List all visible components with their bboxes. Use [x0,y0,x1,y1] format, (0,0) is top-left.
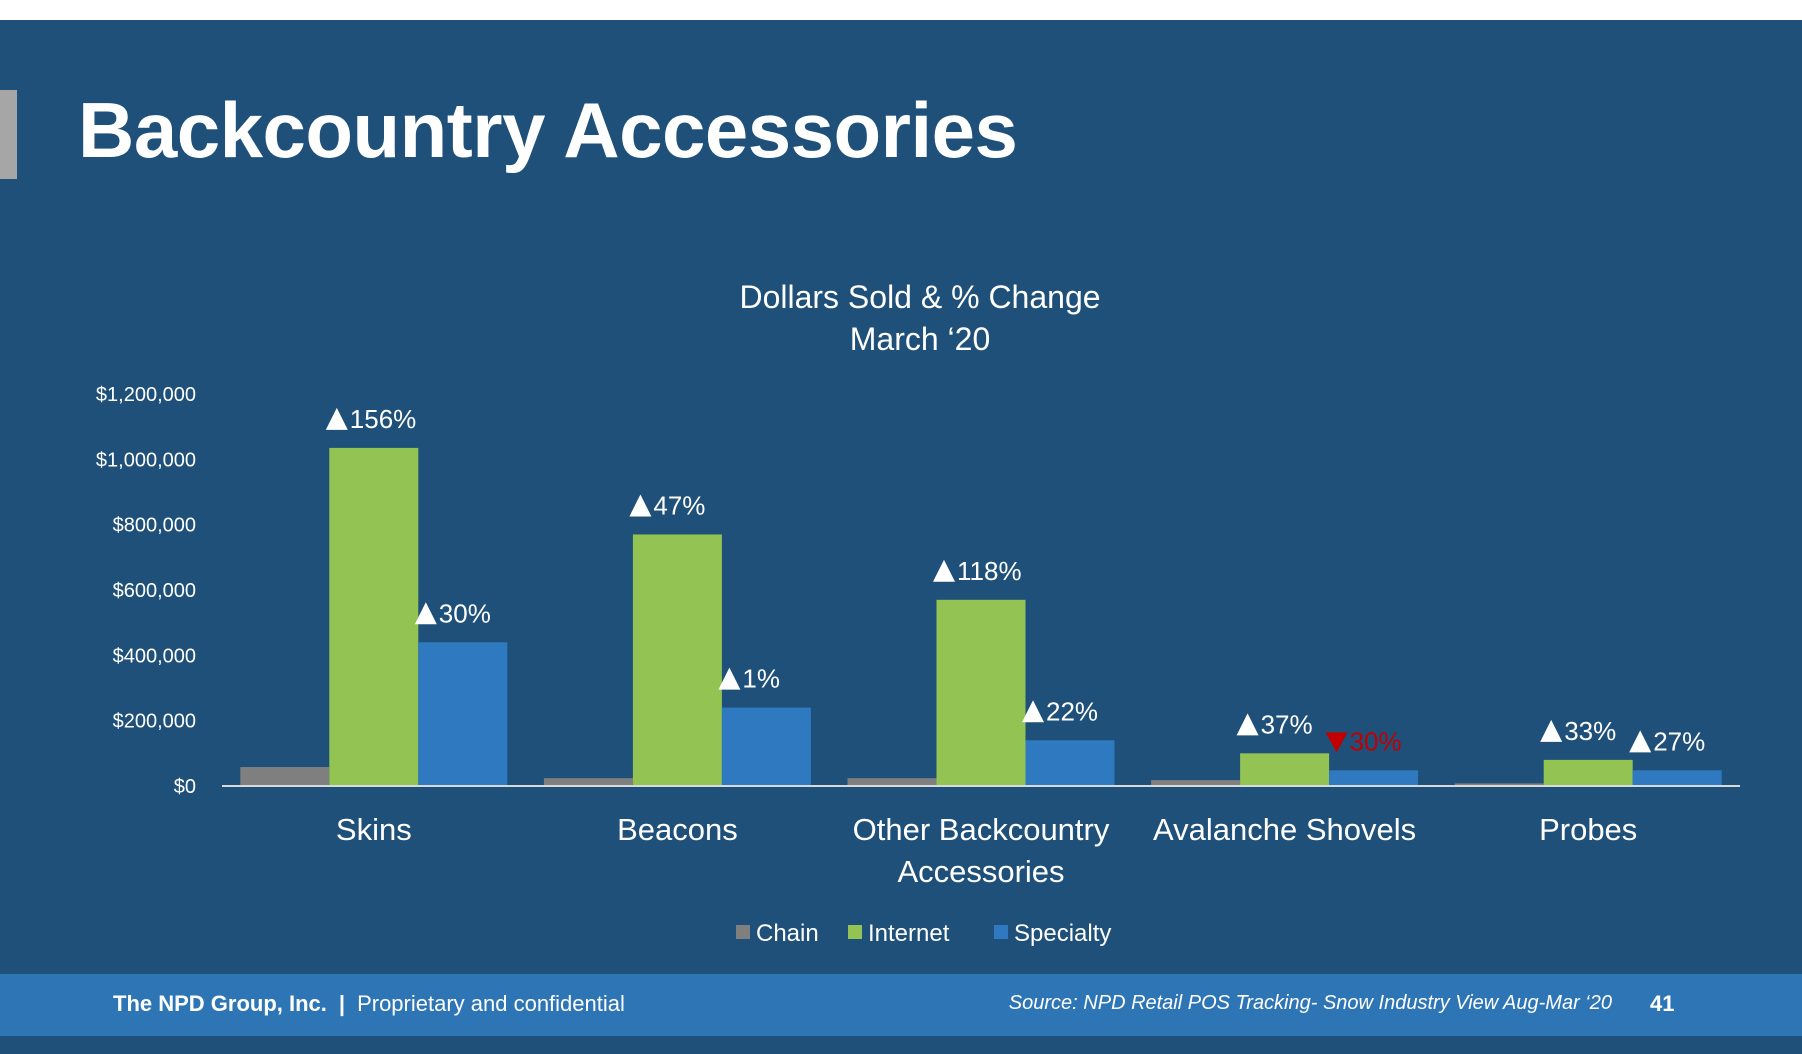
chart-title: Dollars Sold & % Change March ‘20 [739,279,1100,357]
bar-specialty [721,707,811,786]
pct-change-label: 33% [1540,716,1616,746]
legend-item-internet: Internet [848,920,950,947]
bar-internet [1240,753,1330,786]
x-category-label: Other Backcountry [853,812,1110,847]
pct-change-label: 156% [325,404,417,434]
bar-internet [329,447,419,786]
chart-subtitle-text: March ‘20 [850,321,991,357]
bar-internet [936,599,1026,786]
pct-change-value: 30% [439,598,491,628]
pct-change-label: 47% [629,490,705,520]
footer-page-number: 41 [1650,991,1675,1016]
bar-chart: Dollars Sold & % Change March ‘20 $0 $200… [96,279,1740,947]
x-category-label: Probes [1539,812,1637,847]
y-tick-label: $1,200,000 [96,384,196,406]
pct-change-label: 37% [1236,709,1313,739]
legend-swatch [736,925,750,939]
increase-triangle-icon [1540,719,1563,742]
y-tick-label: $1,000,000 [96,449,196,471]
increase-triangle-icon [718,667,741,690]
increase-triangle-icon [1629,730,1652,753]
increase-triangle-icon [325,407,348,430]
y-tick-label: $200,000 [113,711,196,733]
bar-internet [632,534,722,786]
pct-change-value: 27% [1653,726,1705,756]
pct-change-label: 27% [1629,726,1705,756]
bar-chain [240,767,330,786]
pct-change-value: 156% [350,404,417,434]
y-tick-label: $600,000 [113,580,196,602]
y-tick-label: $400,000 [113,645,196,667]
pct-change-value: 30% [1350,726,1402,756]
footer-company-block: The NPD Group, Inc. | Proprietary and conf… [113,991,625,1017]
x-category-label: Avalanche Shovels [1153,812,1416,847]
bar-chain [1454,783,1544,786]
bar-specialty [1632,770,1722,786]
pct-change-value: 33% [1564,716,1616,746]
decrease-triangle-icon [1325,732,1348,753]
legend-item-chain: Chain [736,920,819,947]
pct-change-label: 30% [1325,726,1402,756]
y-tick-label: $800,000 [113,515,196,537]
increase-triangle-icon [629,494,652,517]
pct-change-label: 30% [414,598,491,628]
x-axis: Skins Beacons Other Backcountry Accessories… [336,812,1637,889]
footer-separator: | [338,991,346,1016]
x-category-label: Accessories [897,854,1064,889]
legend-swatch [848,925,862,939]
title-accent-bar [0,90,17,179]
legend: Chain Internet Specialty [736,920,1111,947]
pct-change-value: 37% [1261,709,1313,739]
footer-source: Source: NPD Retail POS Tracking- Snow In… [1008,992,1612,1014]
pct-change-value: 118% [957,556,1022,586]
increase-triangle-icon [933,559,955,582]
pct-change-value: 22% [1046,696,1098,726]
footer-company: The NPD Group, Inc. [113,991,327,1016]
y-tick-label: $0 [174,776,196,798]
pct-change-label: 22% [1022,696,1098,726]
increase-triangle-icon [414,602,437,625]
bar-chain [1151,780,1241,786]
bar-chain [543,778,633,786]
x-category-label: Skins [336,812,412,847]
bar-specialty [1329,770,1419,786]
footer-confidential: Proprietary and confidential [357,991,625,1016]
percent-change-labels: 156% 30% 47% 1% 118% 22% 37% 30% 33% 27% [325,404,1705,756]
pct-change-value: 47% [653,490,705,520]
increase-triangle-icon [1022,700,1044,723]
pct-change-value: 1% [742,664,780,694]
bar-specialty [418,642,508,786]
y-axis: $0 $200,000 $400,000 $600,000 $800,000 $1,000… [96,384,196,798]
slide-background: Backcountry Accessories [0,20,1802,1054]
pct-change-label: 1% [718,664,780,694]
bar-specialty [1025,740,1115,786]
legend-item-specialty: Specialty [994,920,1111,947]
legend-label: Chain [756,920,819,947]
slide-title: Backcountry Accessories [78,86,1018,174]
legend-label: Internet [868,920,950,947]
bar-chain [847,778,937,786]
bar-internet [1543,759,1633,786]
x-category-label: Beacons [617,812,738,847]
legend-swatch [994,925,1008,939]
bars [240,447,1722,786]
increase-triangle-icon [1236,713,1259,736]
chart-title-text: Dollars Sold & % Change [739,279,1100,315]
legend-label: Specialty [1014,920,1111,947]
pct-change-label: 118% [933,556,1022,586]
footer-bar: The NPD Group, Inc. | Proprietary and conf… [0,974,1802,1036]
